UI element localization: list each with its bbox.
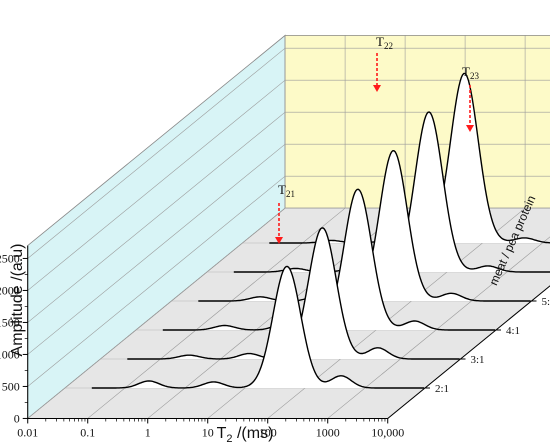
x-tick-label: 100 bbox=[259, 425, 277, 439]
depth-tick-label: 2:1 bbox=[435, 383, 449, 395]
depth-tick-label: 4:1 bbox=[506, 325, 520, 337]
depth-tick-label: 5:1 bbox=[542, 296, 550, 308]
x-axis-title-sub: 2 bbox=[226, 433, 232, 445]
y-tick-label: 1500 bbox=[0, 315, 20, 329]
y-tick-label: 1000 bbox=[0, 347, 20, 361]
depth-axis-line bbox=[387, 285, 550, 419]
annotation-arrow-head bbox=[275, 237, 283, 244]
left-gridline bbox=[27, 143, 286, 355]
y-axis-title: Amplitude /(a.u) bbox=[9, 244, 26, 357]
series-fill bbox=[269, 73, 550, 243]
annotation-arrow-head bbox=[466, 125, 474, 132]
x-axis-title: T2 /(ms) bbox=[217, 425, 274, 445]
left-gridline bbox=[27, 47, 286, 259]
chart-series bbox=[91, 72, 550, 389]
y-tick-label: 2000 bbox=[0, 283, 20, 297]
y-tick-label: 500 bbox=[2, 379, 20, 393]
x-tick-label: 1 bbox=[145, 425, 151, 439]
left-gridline bbox=[27, 79, 286, 291]
y-tick-label: 0 bbox=[14, 411, 20, 425]
x-tick-label: 0.1 bbox=[80, 425, 95, 439]
annotation-sub: 21 bbox=[286, 189, 295, 199]
annotation-sub: 22 bbox=[384, 41, 393, 51]
x-tick-label: 1000 bbox=[316, 425, 340, 439]
chart-axes bbox=[22, 245, 550, 424]
left-gridline bbox=[27, 207, 286, 419]
x-tick-label: 0.01 bbox=[17, 425, 38, 439]
y-tick-label: 2500 bbox=[0, 251, 20, 265]
annotation-arrow-head bbox=[373, 85, 381, 92]
annotation-sub: 23 bbox=[470, 71, 480, 81]
x-tick-label: 10,000 bbox=[371, 425, 404, 439]
x-tick-label: 10 bbox=[202, 425, 214, 439]
left-gridline bbox=[27, 111, 286, 323]
depth-tick-label: 3:1 bbox=[471, 354, 485, 366]
series-line bbox=[91, 265, 425, 389]
x-axis-title-rest: /(ms) bbox=[233, 425, 274, 442]
left-gridline bbox=[27, 175, 286, 387]
